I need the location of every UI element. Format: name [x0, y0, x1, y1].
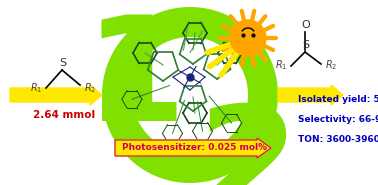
Text: $R_1$: $R_1$ [274, 58, 287, 72]
Text: 2: 2 [197, 100, 299, 185]
Text: TON: 3600-3960: TON: 3600-3960 [298, 135, 378, 144]
Text: $R_1$: $R_1$ [29, 81, 42, 95]
Text: S: S [302, 40, 310, 50]
Text: 2.64 mmol: 2.64 mmol [33, 110, 95, 120]
Circle shape [230, 20, 266, 56]
Text: O: O [302, 20, 310, 30]
Text: 1: 1 [84, 10, 186, 151]
Text: Isolated yield: 54-93%: Isolated yield: 54-93% [298, 95, 378, 105]
Text: Selectivity: 66-98%: Selectivity: 66-98% [298, 115, 378, 125]
FancyArrow shape [278, 85, 343, 105]
FancyArrow shape [115, 138, 271, 158]
FancyArrow shape [10, 85, 102, 105]
Text: S: S [59, 58, 67, 68]
Text: $R_2$: $R_2$ [84, 81, 96, 95]
Text: $R_2$: $R_2$ [325, 58, 337, 72]
Text: Photosensitizer: 0.025 mol%: Photosensitizer: 0.025 mol% [122, 144, 268, 152]
PathPatch shape [102, 7, 278, 183]
